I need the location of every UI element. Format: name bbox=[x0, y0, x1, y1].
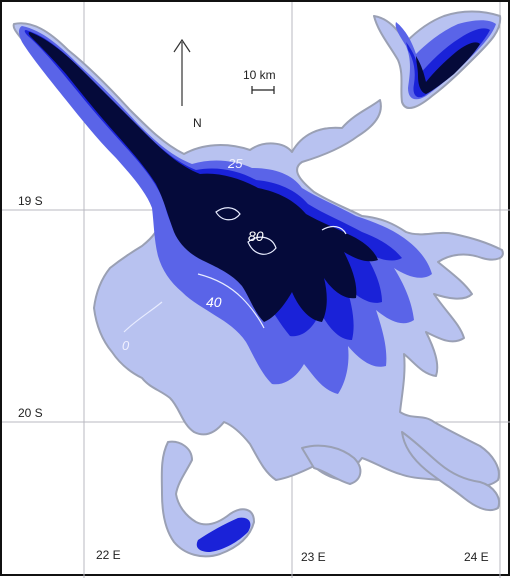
contour-lines bbox=[123, 207, 347, 333]
north-arrow-icon bbox=[173, 38, 191, 106]
longitude-label-22e: 22 E bbox=[96, 548, 121, 562]
contour-label-25: 25 bbox=[228, 156, 243, 171]
north-label: N bbox=[193, 116, 202, 130]
latitude-label-20s: 20 S bbox=[18, 406, 43, 420]
longitude-label-24e: 24 E bbox=[464, 550, 489, 564]
longitude-label-23e: 23 E bbox=[301, 550, 326, 564]
contour-label-80: 80 bbox=[248, 228, 264, 244]
contour-label-0: 0 bbox=[122, 338, 130, 353]
scale-bar bbox=[251, 86, 275, 94]
flood-extent-deep bbox=[28, 32, 480, 322]
contour-label-40: 40 bbox=[206, 294, 222, 310]
latitude-label-19s: 19 S bbox=[18, 194, 43, 208]
scale-label: 10 km bbox=[243, 68, 276, 82]
